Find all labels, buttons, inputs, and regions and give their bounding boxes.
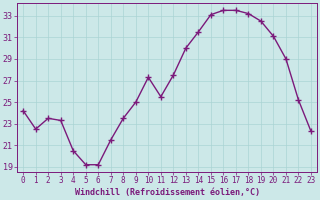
X-axis label: Windchill (Refroidissement éolien,°C): Windchill (Refroidissement éolien,°C)	[75, 188, 260, 197]
